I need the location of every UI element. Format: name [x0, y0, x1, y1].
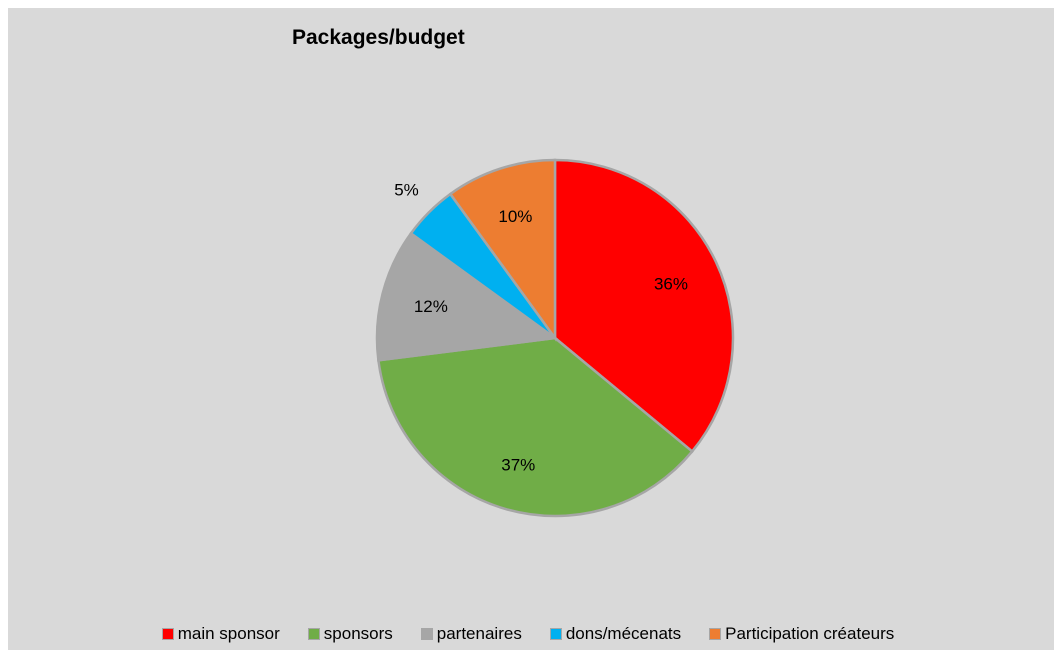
legend-item: partenaires: [420, 624, 522, 644]
legend-label: partenaires: [436, 624, 522, 643]
legend-item: sponsors: [307, 624, 393, 644]
pie-slice-partenaires: [375, 231, 559, 362]
data-label: 10%: [498, 207, 532, 226]
chart-title: Packages/budget: [292, 26, 465, 49]
legend-item: dons/mécenats: [549, 624, 682, 644]
legend-label: Participation créateurs: [725, 624, 895, 643]
legend-label: dons/mécenats: [565, 624, 682, 643]
pie-slice-sponsors: [377, 336, 694, 518]
legend-swatch: [161, 628, 174, 640]
legend-label: sponsors: [323, 624, 393, 643]
legend-item: main sponsor: [161, 624, 280, 644]
legend-swatch: [709, 628, 722, 640]
legend-swatch: [307, 628, 320, 640]
legend-label: main sponsor: [177, 624, 280, 643]
legend: main sponsor sponsors partenaires dons/méce…: [0, 620, 1056, 648]
data-label: 36%: [654, 274, 688, 293]
data-label: 5%: [394, 180, 419, 199]
legend-item: Participation créateurs: [709, 624, 894, 644]
pie-slice-main-sponsor: [553, 158, 735, 454]
legend-swatch: [420, 628, 433, 640]
pie-slice-participation-créateurs: [448, 158, 557, 342]
data-label: 37%: [501, 455, 535, 474]
data-label: 12%: [414, 297, 448, 316]
legend-swatch: [549, 628, 562, 640]
